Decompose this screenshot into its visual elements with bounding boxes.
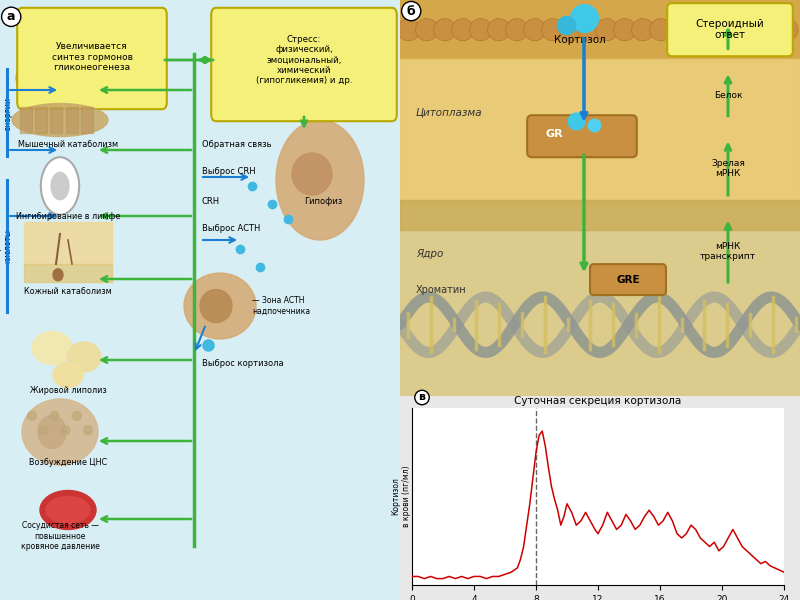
Text: — Зона ACTH
надпочечника: — Зона ACTH надпочечника <box>252 296 310 316</box>
Circle shape <box>416 19 438 41</box>
Circle shape <box>398 19 420 41</box>
Circle shape <box>686 19 708 41</box>
Bar <box>400 0 800 59</box>
Text: Ядро: Ядро <box>416 250 443 259</box>
Text: Мышечный катаболизм: Мышечный катаболизм <box>18 140 118 149</box>
Bar <box>35 107 47 133</box>
Ellipse shape <box>53 362 83 388</box>
Circle shape <box>739 19 762 41</box>
Text: Выброс кортизола: Выброс кортизола <box>202 359 284 368</box>
Text: Сосудистая сеть —
повышенное
кровяное давление: Сосудистая сеть — повышенное кровяное да… <box>21 521 99 551</box>
Ellipse shape <box>200 289 232 323</box>
FancyBboxPatch shape <box>18 8 167 109</box>
Text: Гипофиз: Гипофиз <box>304 197 342 206</box>
Text: Выброс ACTH: Выброс ACTH <box>202 224 260 233</box>
Ellipse shape <box>40 491 96 529</box>
Text: Жирные
кислоты: Жирные кислоты <box>0 229 13 263</box>
Circle shape <box>578 19 600 41</box>
Bar <box>66 107 78 133</box>
Circle shape <box>542 19 564 41</box>
Text: Хроматин: Хроматин <box>416 285 466 295</box>
Ellipse shape <box>32 331 72 364</box>
Text: Стресс:
физический,
эмоциональный,
химический
(гипогликемия) и др.: Стресс: физический, эмоциональный, химич… <box>256 35 352 85</box>
Circle shape <box>667 19 690 41</box>
Bar <box>400 59 800 206</box>
Ellipse shape <box>12 103 108 136</box>
Text: Увеличивается
синтез гормонов
гликонеогенеза: Увеличивается синтез гормонов гликонеоге… <box>51 42 133 72</box>
Ellipse shape <box>50 412 59 420</box>
Bar <box>400 200 800 230</box>
Circle shape <box>506 19 528 41</box>
Text: в: в <box>418 392 426 403</box>
Circle shape <box>704 19 726 41</box>
Text: а: а <box>7 10 15 23</box>
Circle shape <box>451 19 474 41</box>
Ellipse shape <box>32 72 80 102</box>
Circle shape <box>650 19 672 41</box>
Text: Цитоплазма: Цитоплазма <box>416 107 482 117</box>
Ellipse shape <box>53 269 63 281</box>
FancyBboxPatch shape <box>667 3 793 56</box>
Bar <box>50 107 62 133</box>
FancyBboxPatch shape <box>590 264 666 295</box>
Ellipse shape <box>184 273 256 339</box>
Ellipse shape <box>22 399 98 465</box>
Text: Поставка
энергии: Поставка энергии <box>0 95 13 133</box>
Title: Суточная секреция кортизола: Суточная секреция кортизола <box>514 396 682 406</box>
Ellipse shape <box>16 52 128 103</box>
Circle shape <box>434 19 456 41</box>
Y-axis label: Кортизол
в крови (пг/мл): Кортизол в крови (пг/мл) <box>391 466 410 527</box>
Bar <box>24 222 112 264</box>
Text: Ингибирование в лимфе: Ингибирование в лимфе <box>16 212 120 221</box>
Text: Стероидный
ответ: Стероидный ответ <box>696 19 764 40</box>
Ellipse shape <box>27 412 37 420</box>
Bar <box>24 264 112 282</box>
Ellipse shape <box>39 426 48 434</box>
Ellipse shape <box>38 415 66 449</box>
Circle shape <box>776 19 798 41</box>
Text: Обратная связь: Обратная связь <box>202 140 271 149</box>
Ellipse shape <box>292 153 332 195</box>
Circle shape <box>470 19 492 41</box>
Ellipse shape <box>73 412 82 420</box>
Ellipse shape <box>83 426 93 434</box>
FancyBboxPatch shape <box>211 8 397 121</box>
Circle shape <box>559 19 582 41</box>
Circle shape <box>41 157 79 215</box>
Ellipse shape <box>276 120 364 240</box>
Text: б: б <box>407 5 415 17</box>
Circle shape <box>595 19 618 41</box>
Text: мРНК
транскрипт: мРНК транскрипт <box>700 242 756 261</box>
Text: Жировой липолиз: Жировой липолиз <box>30 386 106 395</box>
Circle shape <box>523 19 546 41</box>
Text: Возбуждение ЦНС: Возбуждение ЦНС <box>29 458 107 467</box>
Text: GR: GR <box>546 128 564 139</box>
Text: Белок: Белок <box>714 91 742 100</box>
Text: Кортизол: Кортизол <box>554 35 606 44</box>
Ellipse shape <box>62 426 70 434</box>
Bar <box>81 107 93 133</box>
Text: CRH: CRH <box>202 197 220 206</box>
Text: Кожный катаболизм: Кожный катаболизм <box>24 287 112 296</box>
Text: Зрелая
мРНК: Зрелая мРНК <box>711 158 745 178</box>
Ellipse shape <box>46 497 90 523</box>
Circle shape <box>614 19 636 41</box>
Bar <box>400 230 800 396</box>
Text: GRE: GRE <box>616 275 640 284</box>
Text: Выброс CRH: Выброс CRH <box>202 167 256 176</box>
Circle shape <box>50 172 70 200</box>
Ellipse shape <box>67 342 101 372</box>
Bar <box>20 107 32 133</box>
Circle shape <box>487 19 510 41</box>
Circle shape <box>758 19 780 41</box>
Bar <box>400 200 800 230</box>
FancyBboxPatch shape <box>527 115 637 157</box>
Circle shape <box>631 19 654 41</box>
Circle shape <box>722 19 744 41</box>
